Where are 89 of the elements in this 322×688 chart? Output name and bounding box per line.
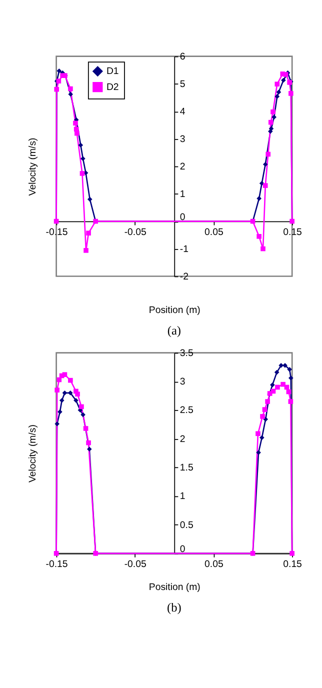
point: [260, 246, 266, 252]
point: [74, 130, 80, 136]
point: [56, 68, 62, 74]
point: [73, 120, 78, 126]
point: [80, 171, 85, 176]
point: [75, 392, 80, 396]
point: [62, 390, 68, 396]
point: [281, 78, 286, 83]
x-tick-label: -0.15: [46, 559, 68, 570]
x-tick-label: 0.15: [283, 226, 302, 238]
x-tick-label: -0.15: [46, 226, 68, 238]
point: [274, 82, 280, 87]
point: [270, 109, 276, 114]
point: [58, 409, 62, 414]
y-tick-label: 1: [180, 491, 186, 502]
y-tick-label: 5: [180, 78, 186, 90]
point: [79, 404, 84, 410]
x-tick-label: -0.05: [124, 559, 146, 570]
y-tick-label: 3: [180, 376, 186, 388]
point: [274, 94, 280, 99]
point: [86, 230, 91, 236]
y-tick-label: -2: [180, 271, 189, 282]
point: [59, 398, 64, 403]
y-tick-label: 3: [180, 134, 186, 145]
point: [54, 421, 60, 426]
point: [288, 399, 294, 404]
point: [270, 382, 275, 388]
point: [68, 92, 74, 97]
y-tick-label: 6: [180, 51, 186, 62]
point: [262, 183, 268, 188]
point: [274, 370, 280, 375]
y-axis-title: Velocity (m/s): [28, 424, 39, 483]
point: [272, 114, 276, 120]
y-tick-label: 4: [180, 106, 186, 118]
point: [288, 91, 294, 96]
point: [265, 399, 270, 404]
y-tick-label: 0.5: [180, 520, 194, 531]
y-tick-label: -1: [180, 244, 189, 255]
point: [80, 412, 86, 418]
point: [87, 196, 92, 202]
y-tick-label: 0: [180, 544, 186, 556]
point: [80, 156, 86, 162]
point: [56, 377, 62, 382]
point: [275, 384, 280, 390]
y-tick-label: 3.5: [180, 348, 194, 359]
point: [83, 426, 88, 431]
point: [74, 398, 78, 403]
x-tick-label: 0.05: [204, 559, 224, 570]
point: [62, 372, 68, 377]
point: [256, 431, 260, 436]
text: (b): [167, 600, 182, 614]
point: [262, 407, 268, 412]
point: [276, 90, 282, 94]
point: [288, 376, 294, 380]
point: [78, 142, 84, 148]
point: [266, 152, 271, 157]
y-tick-label: 2.5: [180, 405, 194, 416]
point: [54, 388, 60, 392]
point: [260, 435, 264, 440]
text: (a): [167, 323, 182, 338]
point: [278, 363, 284, 368]
x-axis-title: Position (m): [148, 582, 200, 593]
y-tick-label: 1.5: [180, 462, 194, 474]
point: [256, 196, 262, 201]
legend-label: D2: [106, 82, 119, 93]
point: [287, 367, 292, 372]
point: [280, 382, 286, 387]
y-axis-title: Velocity (m/s): [28, 138, 39, 196]
point: [268, 120, 274, 125]
point: [86, 446, 92, 452]
point: [282, 363, 288, 368]
x-tick-label: 0.05: [204, 226, 224, 238]
y-tick-label: 1: [180, 188, 186, 200]
y-tick-label: 2: [180, 434, 186, 445]
point: [68, 86, 73, 92]
point: [68, 390, 73, 396]
x-tick-label: -0.05: [124, 226, 146, 238]
point: [54, 86, 60, 92]
x-tick-label: 0.15: [283, 559, 302, 570]
legend-label: D1: [106, 66, 119, 77]
y-tick-label: 2: [180, 161, 186, 172]
point: [262, 162, 268, 167]
point: [256, 234, 262, 239]
x-axis-title: Position (m): [148, 304, 200, 316]
point: [68, 378, 73, 383]
y-tick-label: 0: [180, 212, 186, 223]
point: [84, 248, 88, 253]
point: [260, 414, 265, 419]
point: [86, 440, 91, 446]
